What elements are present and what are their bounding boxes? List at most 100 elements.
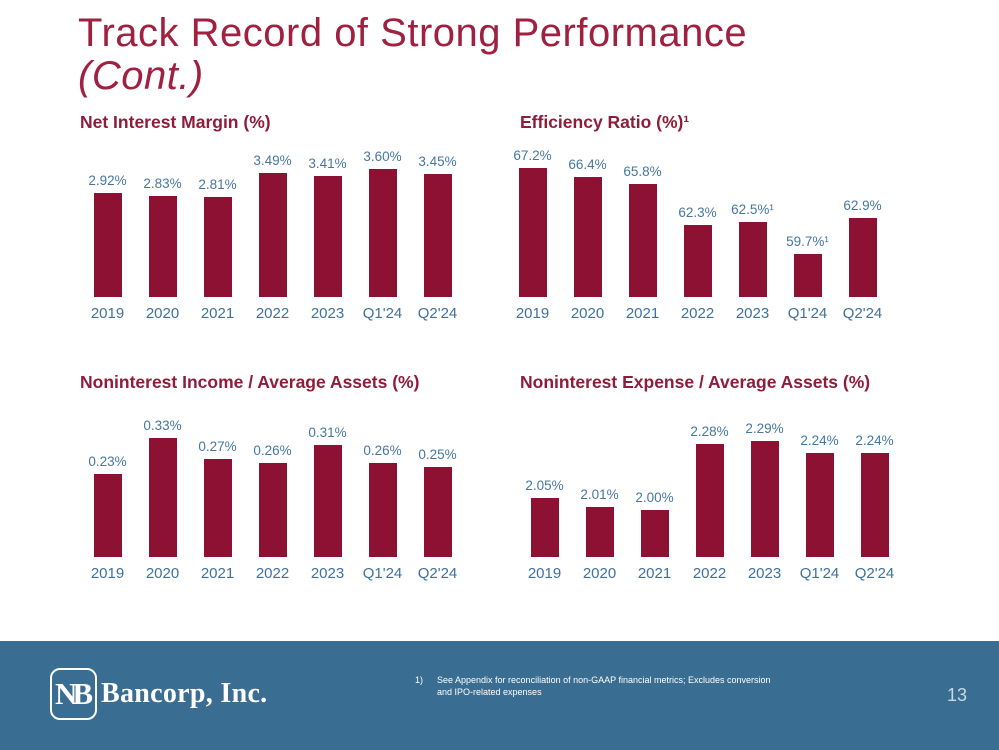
bar [203,459,232,557]
bar [258,463,287,557]
bar-category-label: 2023 [310,565,345,582]
bar-column: 0.27% 2021 [190,403,245,583]
slide-title: Track Record of Strong Performance (Cont… [78,11,748,98]
bar-plot-area: 0.23% 2019 0.33% 2020 0.27% 2021 0.26% 2022 0.31… [80,403,475,583]
bar-column: 2.01% 2020 [572,403,627,583]
bar-value-label: 0.33% [143,418,182,433]
bar-value-label: 2.83% [143,176,182,191]
bar [258,173,287,297]
footer-bar: NB Bancorp, Inc. 1) See Appendix for rec… [0,641,999,750]
bar [313,176,342,297]
bar-category-label: 2020 [570,305,605,322]
bar-column: 0.26% Q1'24 [355,403,410,583]
bar [530,498,559,557]
bar [148,196,177,297]
bar-column: 66.4% 2020 [560,143,615,323]
bar-value-label: 0.26% [363,443,402,458]
bar-value-label: 59.7%¹ [786,234,829,249]
bar [423,467,452,557]
bar-column: 0.23% 2019 [80,403,135,583]
bar-column: 2.05% 2019 [517,403,572,583]
chart-title: Noninterest Expense / Average Assets (%) [520,372,871,392]
bar-category-label: Q2'24 [842,305,883,322]
bar-value-label: 2.81% [198,177,237,192]
bar-value-label: 67.2% [513,148,552,163]
bar-column: 0.33% 2020 [135,403,190,583]
bar-column: 59.7%¹ Q1'24 [780,143,835,323]
bar-value-label: 0.26% [253,443,292,458]
bar [93,193,122,297]
bar-category-label: 2023 [747,565,782,582]
bar-value-label: 3.60% [363,149,402,164]
bar-value-label: 0.31% [308,425,347,440]
company-logo: NB Bancorp, Inc. [50,668,267,720]
bar-category-label: Q1'24 [362,565,403,582]
bar-category-label: 2021 [200,565,235,582]
bar-value-label: 65.8% [623,164,662,179]
bar-category-label: 2021 [637,565,672,582]
bar-column: 2.81% 2021 [190,143,245,323]
bar-column: 3.45% Q2'24 [410,143,465,323]
logo-nb-monogram: NB [54,676,93,711]
bar-value-label: 2.01% [580,487,619,502]
bar-value-label: 3.45% [418,154,457,169]
bar-category-label: 2020 [145,565,180,582]
bar-category-label: Q2'24 [417,305,458,322]
bar-plot-area: 2.05% 2019 2.01% 2020 2.00% 2021 2.28% 2022 2.29… [517,403,950,583]
bar-category-label: 2022 [255,305,290,322]
bar-value-label: 0.23% [88,454,127,469]
bar [860,453,889,557]
bar [628,184,657,297]
bar-value-label: 62.9% [843,198,882,213]
bar-value-label: 3.41% [308,156,347,171]
bar [573,177,602,297]
bar [793,254,822,297]
bar [423,174,452,297]
bar-column: 2.24% Q2'24 [847,403,902,583]
bar-value-label: 2.92% [88,173,127,188]
logo-company-name: Bancorp, Inc. [101,678,268,709]
bar-value-label: 0.25% [418,447,457,462]
bar-category-label: Q2'24 [854,565,895,582]
bar-category-label: 2022 [255,565,290,582]
slide-title-line1: Track Record of Strong Performance [78,11,748,55]
bar-value-label: 3.49% [253,153,292,168]
footnote-line1: See Appendix for reconciliation of non-G… [437,675,771,685]
bar-category-label: 2021 [625,305,660,322]
chart-title: Net Interest Margin (%) [80,112,271,132]
bar-category-label: 2019 [527,565,562,582]
bar-column: 2.29% 2023 [737,403,792,583]
bar-column: 3.60% Q1'24 [355,143,410,323]
bar-category-label: 2022 [692,565,727,582]
bar [695,444,724,557]
bar-category-label: Q1'24 [362,305,403,322]
bar-column: 65.8% 2021 [615,143,670,323]
bar-category-label: 2019 [515,305,550,322]
chart-efficiency-ratio: Efficiency Ratio (%)¹ 67.2% 2019 66.4% 2020… [505,112,950,323]
bar-column: 0.31% 2023 [300,403,355,583]
bar-category-label: Q1'24 [799,565,840,582]
bar-category-label: 2023 [735,305,770,322]
chart-title: Efficiency Ratio (%)¹ [520,112,690,132]
bar [313,445,342,557]
bar [848,218,877,297]
footnote-line2: and IPO-related expenses [437,686,542,697]
logo-nb-box-icon: NB [50,668,97,720]
bar-plot-area: 2.92% 2019 2.83% 2020 2.81% 2021 3.49% 2022 3.41… [80,143,475,323]
bar [738,222,767,297]
footnote-text: See Appendix for reconciliation of non-G… [437,675,771,698]
bar [203,197,232,297]
bar-category-label: 2020 [145,305,180,322]
bar-category-label: Q1'24 [787,305,828,322]
bar-column: 2.24% Q1'24 [792,403,847,583]
bar-value-label: 66.4% [568,157,607,172]
bar-category-label: Q2'24 [417,565,458,582]
bar-column: 67.2% 2019 [505,143,560,323]
bar-column: 0.26% 2022 [245,403,300,583]
bar-category-label: 2020 [582,565,617,582]
bar-value-label: 2.28% [690,424,729,439]
bar-column: 62.3% 2022 [670,143,725,323]
bar [518,168,547,297]
bar-category-label: 2023 [310,305,345,322]
bar-plot-area: 67.2% 2019 66.4% 2020 65.8% 2021 62.3% 2022 62.5… [505,143,950,323]
